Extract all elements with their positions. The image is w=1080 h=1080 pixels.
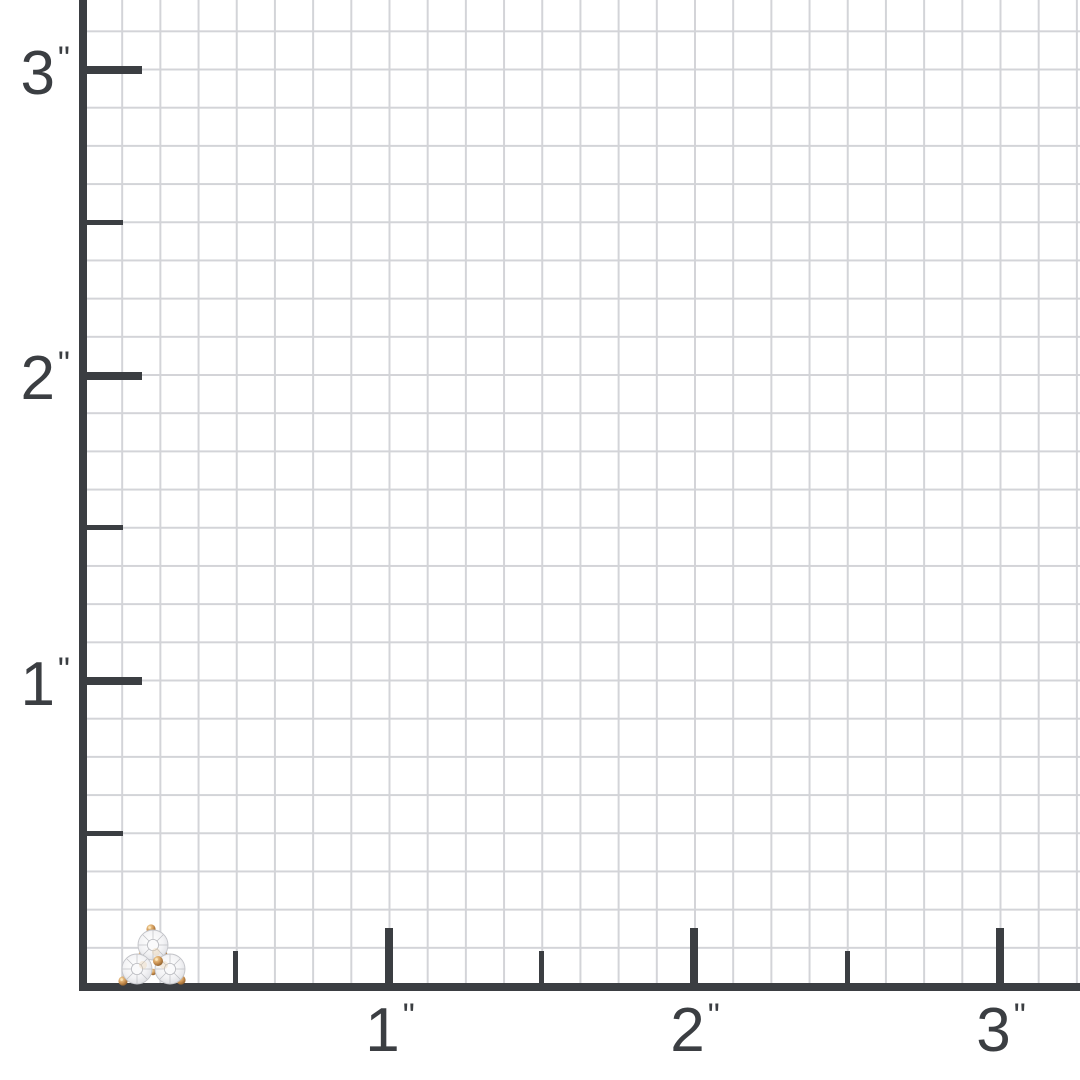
x-axis-line bbox=[79, 983, 1080, 991]
x-axis-label-2in: 2" bbox=[614, 997, 774, 1062]
diamond-bottom-left bbox=[121, 953, 153, 985]
x-label-2-value: 2 bbox=[670, 996, 705, 1065]
graph-paper-grid bbox=[83, 0, 1080, 987]
inch-mark: " bbox=[57, 40, 70, 78]
y-axis-label-2in: 2" bbox=[0, 345, 70, 410]
diamond-top bbox=[137, 929, 169, 961]
x-label-3-value: 3 bbox=[976, 996, 1011, 1065]
y-tick-2in bbox=[87, 372, 142, 380]
x-tick-2in bbox=[690, 928, 698, 983]
x-tick-2p5in bbox=[845, 951, 850, 983]
y-tick-1p5in bbox=[87, 525, 123, 530]
y-axis-label-1in: 1" bbox=[0, 651, 70, 716]
x-tick-1in bbox=[385, 928, 393, 983]
x-axis-label-3in: 3" bbox=[920, 997, 1080, 1062]
y-axis-line bbox=[79, 0, 87, 991]
jewelry-item-trinity-diamond-cluster bbox=[118, 924, 186, 986]
inch-mark: " bbox=[1013, 997, 1026, 1035]
x-axis-label-1in: 1" bbox=[309, 997, 469, 1062]
y-label-2-value: 2 bbox=[20, 344, 55, 413]
inch-mark: " bbox=[57, 345, 70, 383]
x-label-1-value: 1 bbox=[365, 996, 400, 1065]
x-tick-0p5in bbox=[233, 951, 238, 983]
y-tick-2p5in bbox=[87, 220, 123, 225]
x-tick-3in bbox=[996, 928, 1004, 983]
y-tick-1in bbox=[87, 677, 142, 685]
inch-mark: " bbox=[57, 651, 70, 689]
inch-mark: " bbox=[707, 997, 720, 1035]
x-tick-1p5in bbox=[539, 951, 544, 983]
gold-bead-center bbox=[153, 956, 163, 966]
y-tick-0p5in bbox=[87, 831, 123, 836]
inch-mark: " bbox=[402, 997, 415, 1035]
y-label-1-value: 1 bbox=[20, 650, 55, 719]
y-label-3-value: 3 bbox=[20, 39, 55, 108]
y-tick-3in bbox=[87, 66, 142, 74]
y-axis-label-3in: 3" bbox=[0, 40, 70, 105]
